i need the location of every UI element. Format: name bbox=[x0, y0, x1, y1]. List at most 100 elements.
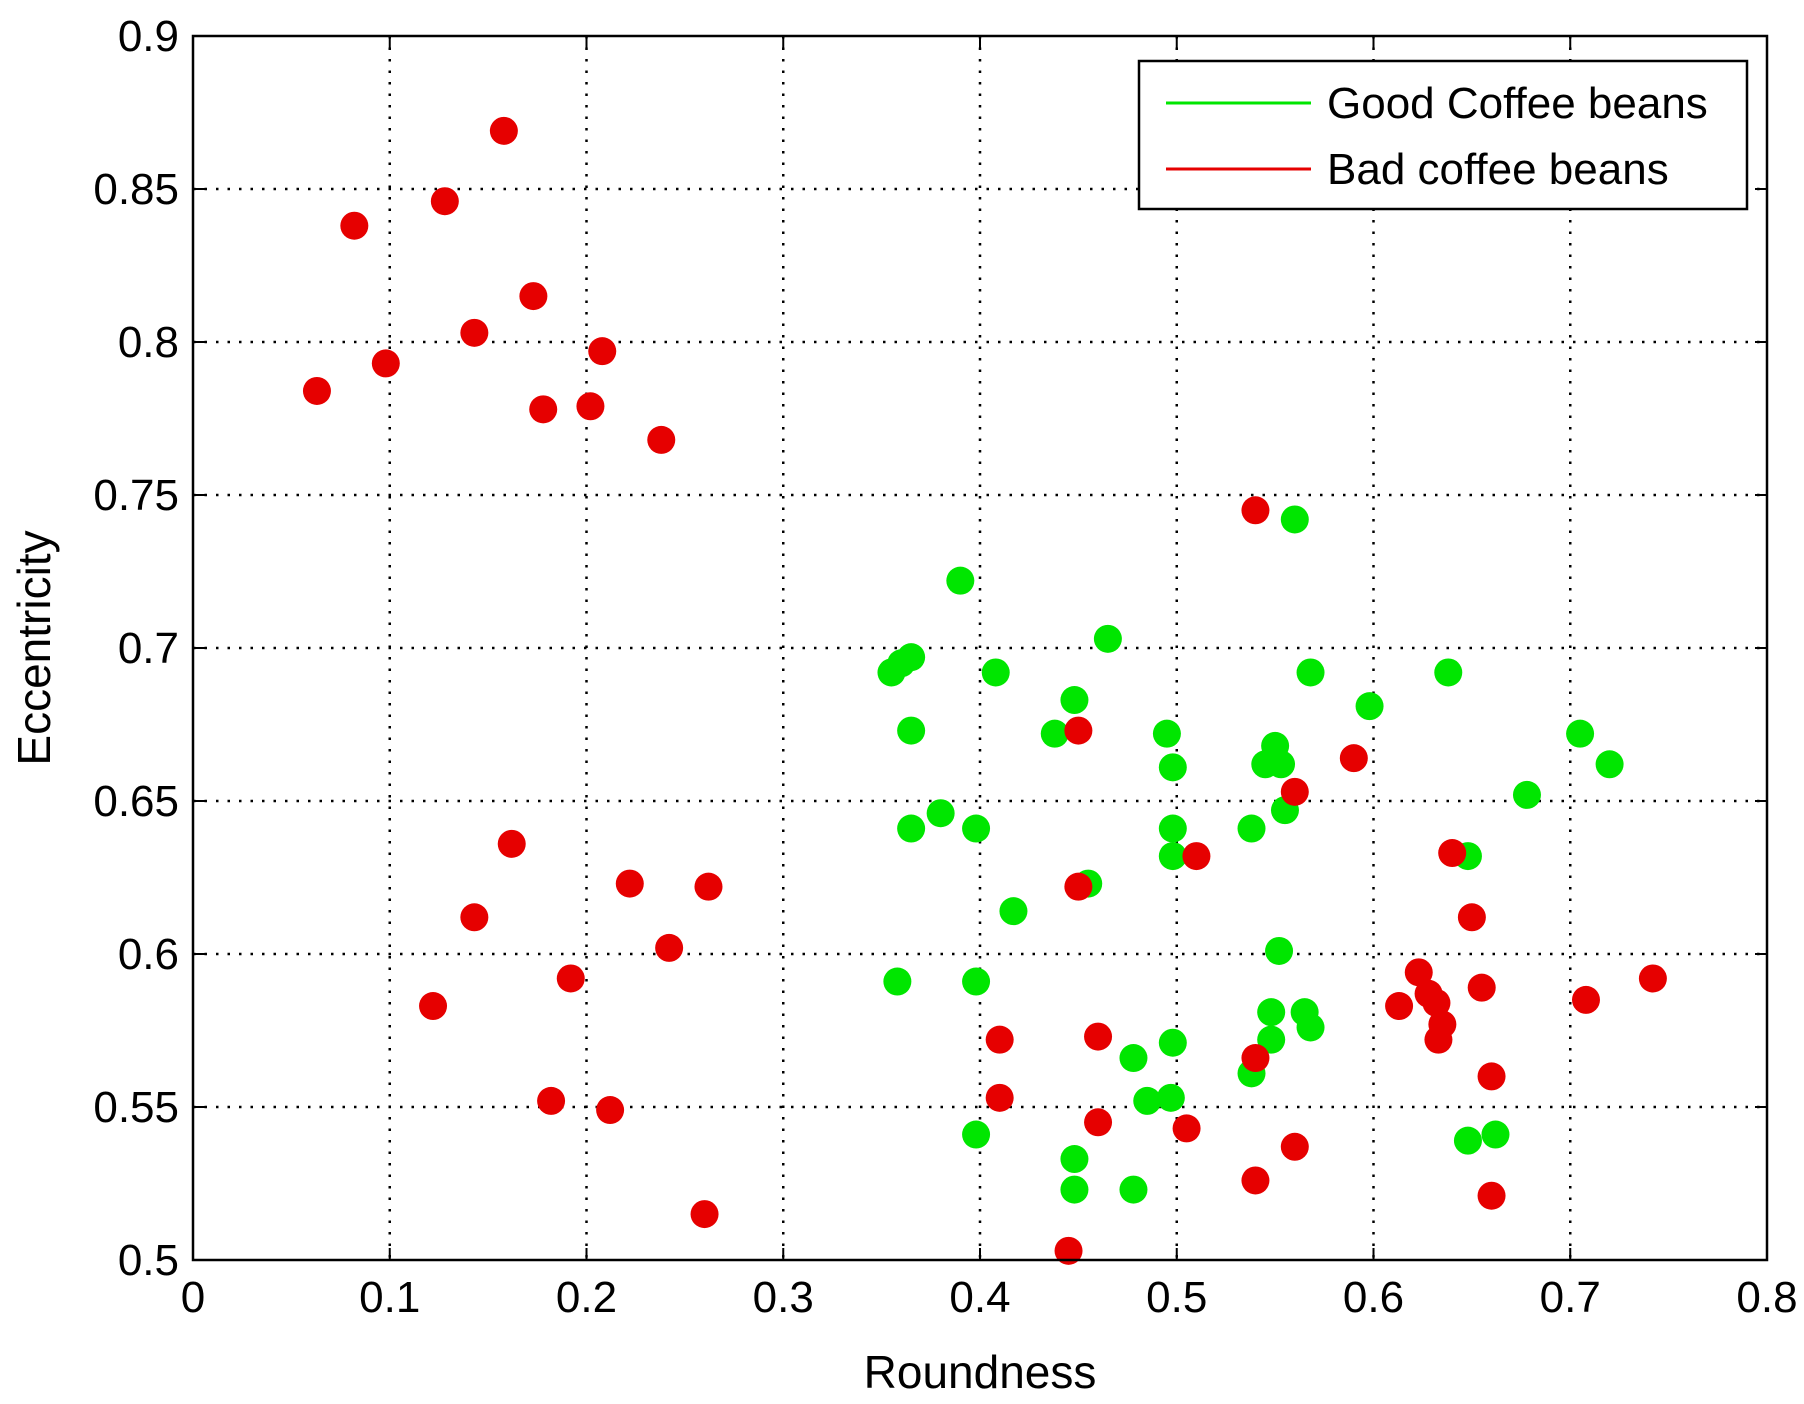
legend-label: Bad coffee beans bbox=[1327, 145, 1669, 194]
y-tick-label: 0.85 bbox=[93, 165, 179, 214]
bad-bean-point bbox=[1241, 1166, 1270, 1195]
good-bean-point bbox=[1434, 658, 1463, 687]
bad-bean-point bbox=[615, 869, 644, 898]
good-bean-point bbox=[1156, 1083, 1185, 1112]
bad-bean-point bbox=[1054, 1236, 1083, 1265]
good-bean-point bbox=[1296, 1013, 1325, 1042]
bad-bean-point bbox=[497, 829, 526, 858]
bad-bean-point bbox=[694, 872, 723, 901]
bad-bean-point bbox=[556, 964, 585, 993]
good-bean-point bbox=[962, 814, 991, 843]
bad-bean-point bbox=[1084, 1108, 1113, 1137]
bad-bean-point bbox=[460, 318, 489, 347]
bad-bean-point bbox=[460, 903, 489, 932]
good-bean-point bbox=[1060, 1175, 1089, 1204]
bad-bean-point bbox=[655, 933, 684, 962]
bad-bean-point bbox=[1477, 1181, 1506, 1210]
data-points bbox=[302, 116, 1667, 1265]
bad-bean-point bbox=[302, 376, 331, 405]
bad-bean-point bbox=[588, 337, 617, 366]
bad-bean-point bbox=[1404, 958, 1433, 987]
good-bean-point bbox=[999, 897, 1028, 926]
good-bean-point bbox=[1512, 780, 1541, 809]
good-bean-point bbox=[1158, 842, 1187, 871]
x-tick-label: 0.1 bbox=[359, 1273, 420, 1322]
x-tick-label: 0.5 bbox=[1146, 1273, 1207, 1322]
good-bean-point bbox=[883, 967, 912, 996]
bad-bean-point bbox=[340, 211, 369, 240]
legend-label: Good Coffee beans bbox=[1327, 79, 1708, 128]
legend: Good Coffee beans Bad coffee beans bbox=[1137, 59, 1749, 211]
y-tick-label: 0.9 bbox=[118, 12, 179, 61]
bad-bean-point bbox=[529, 395, 558, 424]
bad-bean-point bbox=[419, 992, 448, 1021]
good-bean-point bbox=[962, 967, 991, 996]
good-bean-point bbox=[1481, 1120, 1510, 1149]
legend-box bbox=[1137, 59, 1749, 211]
bad-bean-point bbox=[1182, 842, 1211, 871]
good-bean-point bbox=[1257, 998, 1286, 1027]
x-tick-label: 0.2 bbox=[556, 1273, 617, 1322]
bad-bean-point bbox=[1457, 903, 1486, 932]
good-bean-point bbox=[1060, 686, 1089, 715]
good-bean-point bbox=[946, 566, 975, 595]
bad-bean-point bbox=[371, 349, 400, 378]
bad-bean-point bbox=[1385, 992, 1414, 1021]
bad-bean-point bbox=[1467, 973, 1496, 1002]
bad-bean-point bbox=[576, 392, 605, 421]
good-bean-point bbox=[981, 658, 1010, 687]
bad-bean-point bbox=[537, 1086, 566, 1115]
bad-bean-point bbox=[596, 1096, 625, 1125]
grid bbox=[193, 36, 1767, 1260]
good-bean-point bbox=[1355, 692, 1384, 721]
y-tick-label: 0.7 bbox=[118, 624, 179, 673]
bad-bean-point bbox=[1438, 839, 1467, 868]
bad-bean-point bbox=[1571, 985, 1600, 1014]
good-bean-point bbox=[1237, 814, 1266, 843]
good-bean-point bbox=[1595, 750, 1624, 779]
y-tick-label: 0.8 bbox=[118, 318, 179, 367]
good-bean-point bbox=[897, 716, 926, 745]
bad-bean-point bbox=[1084, 1022, 1113, 1051]
y-tick-label: 0.5 bbox=[118, 1236, 179, 1285]
good-bean-point bbox=[1119, 1044, 1148, 1073]
bad-bean-point bbox=[430, 187, 459, 216]
bad-bean-point bbox=[1172, 1114, 1201, 1143]
good-bean-point bbox=[897, 643, 926, 672]
good-bean-point bbox=[1158, 814, 1187, 843]
y-tick-label: 0.75 bbox=[93, 471, 179, 520]
bad-bean-point bbox=[1241, 496, 1270, 525]
good-bean-point bbox=[1280, 505, 1309, 534]
good-bean-point bbox=[1040, 719, 1069, 748]
x-tick-label: 0.7 bbox=[1540, 1273, 1601, 1322]
bad-bean-point bbox=[690, 1200, 719, 1229]
x-axis-label: Roundness bbox=[864, 1346, 1097, 1398]
bad-bean-point bbox=[1424, 1025, 1453, 1054]
bad-bean-point bbox=[1422, 988, 1451, 1017]
good-bean-point bbox=[1257, 1025, 1286, 1054]
bad-bean-point bbox=[985, 1025, 1014, 1054]
good-bean-point bbox=[926, 799, 955, 828]
x-tick-label: 0.3 bbox=[753, 1273, 814, 1322]
x-tick-label: 0.6 bbox=[1343, 1273, 1404, 1322]
bad-bean-point bbox=[1064, 872, 1093, 901]
axis-ticks bbox=[192, 35, 1768, 1261]
good-bean-point bbox=[1265, 936, 1294, 965]
bad-bean-point bbox=[1477, 1062, 1506, 1091]
bad-bean-point bbox=[1638, 964, 1667, 993]
y-axis-label: Eccentricity bbox=[8, 530, 60, 765]
good-bean-point bbox=[1296, 658, 1325, 687]
bad-bean-point bbox=[647, 425, 676, 454]
good-bean-point bbox=[1453, 1126, 1482, 1155]
bad-bean-point bbox=[1241, 1044, 1270, 1073]
bad-bean-point bbox=[489, 116, 518, 145]
y-tick-label: 0.65 bbox=[93, 777, 179, 826]
good-bean-point bbox=[962, 1120, 991, 1149]
good-bean-point bbox=[1152, 719, 1181, 748]
good-bean-point bbox=[897, 814, 926, 843]
tick-labels: 0 0.1 0.2 0.3 0.4 0.5 0.6 0.7 0.8 0.5 0.55 0.6 0.65 0… bbox=[93, 12, 1797, 1322]
x-tick-label: 0.8 bbox=[1736, 1273, 1797, 1322]
x-tick-label: 0.4 bbox=[949, 1273, 1010, 1322]
x-tick-label: 0 bbox=[181, 1273, 205, 1322]
